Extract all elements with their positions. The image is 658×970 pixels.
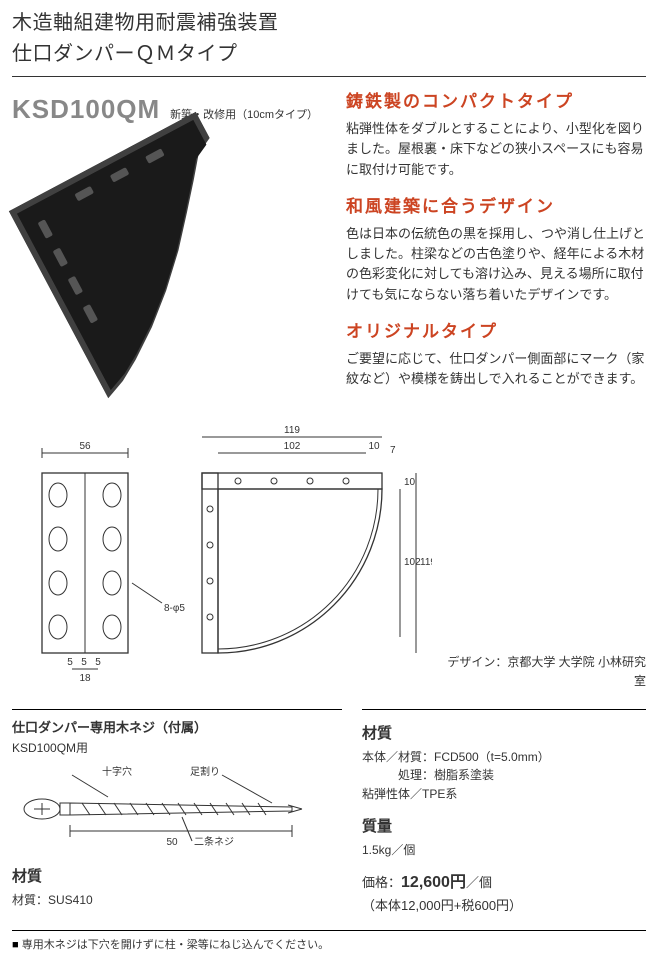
material-finish: 処理：樹脂系塗装 xyxy=(362,766,646,785)
footnote-text: 専用木ネジは下穴を開けずに柱・梁等にねじ込んでください。 xyxy=(22,939,329,951)
footnote: ■ 専用木ネジは下穴を開けずに柱・梁等にねじ込んでください。 xyxy=(12,937,646,954)
title-line-1: 木造軸組建物用耐震補強装置 xyxy=(12,8,646,39)
svg-text:5: 5 xyxy=(95,657,101,668)
page-title-block: 木造軸組建物用耐震補強装置 仕口ダンパーＱＭタイプ xyxy=(12,8,646,77)
svg-text:10: 10 xyxy=(368,441,380,452)
svg-text:102: 102 xyxy=(404,557,421,568)
svg-text:5: 5 xyxy=(81,657,87,668)
section-heading: オリジナルタイプ xyxy=(346,319,646,345)
screw-spec-panel: 仕口ダンパー専用木ネジ（付属） KSD100QM用 十字穴 足割り 二条ネジ xyxy=(12,709,342,916)
price-main: 12,600円 xyxy=(401,874,466,891)
svg-text:十字穴: 十字穴 xyxy=(102,765,132,778)
svg-text:18: 18 xyxy=(79,673,91,684)
mass-heading: 質量 xyxy=(362,815,646,838)
technical-drawing: 56 18 5 5 5 8-φ5 xyxy=(12,413,432,699)
svg-text:119: 119 xyxy=(284,425,300,436)
svg-text:50: 50 xyxy=(166,837,178,848)
product-photo xyxy=(12,135,272,375)
price-label: 価格： xyxy=(362,875,401,890)
spec-panel: 材質 本体／材質：FCD500（t=5.0mm） 処理：樹脂系塗装 粘弾性体／T… xyxy=(362,709,646,916)
section-body: 色は日本の伝統色の黒を採用し、つや消し仕上げとしました。柱梁などの古色塗りや、経… xyxy=(346,224,646,305)
svg-text:102: 102 xyxy=(284,441,301,452)
screw-material-heading: 材質 xyxy=(12,865,342,888)
svg-text:7: 7 xyxy=(390,445,396,456)
price-unit: ／個 xyxy=(466,875,492,890)
price-breakdown: （本体12,000円+税600円） xyxy=(362,898,522,913)
svg-text:8-φ5: 8-φ5 xyxy=(164,603,185,614)
material-body: 本体／材質：FCD500（t=5.0mm） xyxy=(362,748,646,767)
svg-text:10: 10 xyxy=(404,477,416,488)
svg-text:二条ネジ: 二条ネジ xyxy=(194,835,234,848)
square-bullet-icon: ■ xyxy=(12,939,22,951)
model-code: KSD100QM xyxy=(12,89,160,129)
material-heading: 材質 xyxy=(362,722,646,745)
svg-text:5: 5 xyxy=(67,657,73,668)
designer-credit: デザイン：京都大学 大学院 小林研究室 xyxy=(442,413,646,699)
material-visco: 粘弾性体／TPE系 xyxy=(362,785,646,804)
screw-drawing: 十字穴 足割り 二条ネジ 50 xyxy=(12,765,322,855)
svg-text:119: 119 xyxy=(420,557,432,568)
svg-text:56: 56 xyxy=(79,441,91,452)
price-line: 価格：12,600円／個 （本体12,000円+税600円） xyxy=(362,871,646,916)
mass-value: 1.5kg／個 xyxy=(362,841,646,860)
feature-sections: 鋳鉄製のコンパクトタイプ 粘弾性体をダブルとすることにより、小型化を図りました。… xyxy=(346,89,646,403)
title-line-2: 仕口ダンパーＱＭタイプ xyxy=(12,39,646,70)
section-body: ご要望に応じて、仕口ダンパー側面部にマーク（家紋など）や模様を鋳出しで入れること… xyxy=(346,349,646,389)
screw-material: 材質：SUS410 xyxy=(12,891,342,910)
section-body: 粘弾性体をダブルとすることにより、小型化を図りました。屋根裏・床下などの狭小スペ… xyxy=(346,119,646,179)
svg-text:足割り: 足割り xyxy=(190,765,220,778)
screw-for: KSD100QM用 xyxy=(12,739,342,758)
section-heading: 和風建築に合うデザイン xyxy=(346,194,646,220)
section-heading: 鋳鉄製のコンパクトタイプ xyxy=(346,89,646,115)
screw-title: 仕口ダンパー専用木ネジ（付属） xyxy=(12,718,342,738)
